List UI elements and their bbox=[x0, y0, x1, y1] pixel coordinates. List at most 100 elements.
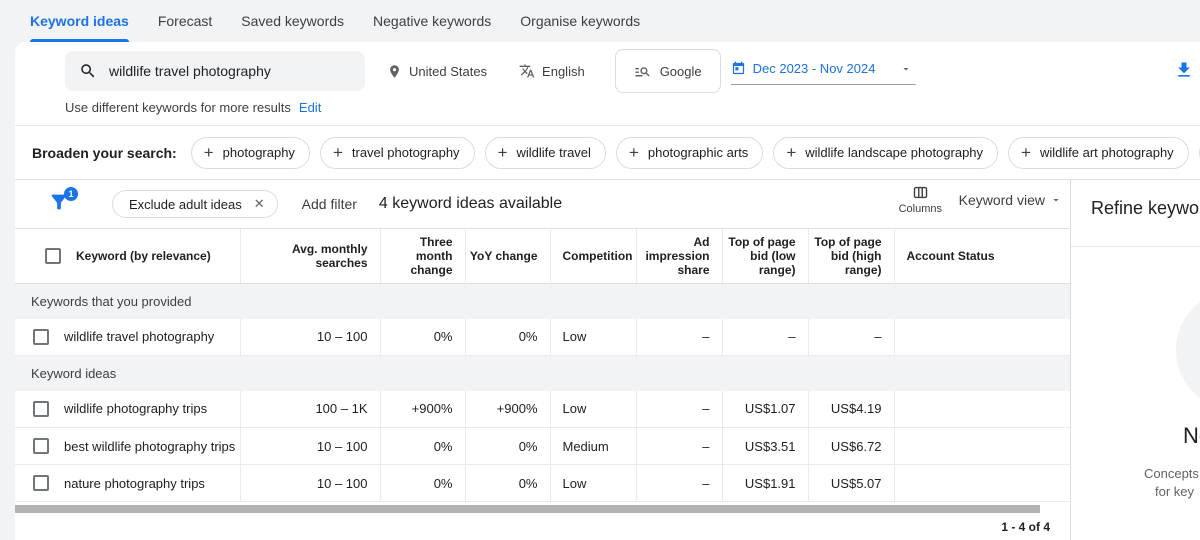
refine-panel-title: Refine keywo bbox=[1091, 198, 1200, 218]
table-row: best wildlife photography trips 10 – 100… bbox=[15, 427, 1070, 465]
avg-monthly-cell: 10 – 100 bbox=[239, 464, 380, 502]
broaden-chip-wildlife-travel[interactable]: + wildlife travel bbox=[484, 136, 606, 169]
header-avg-monthly-searches[interactable]: Avg. monthly searches bbox=[239, 228, 380, 284]
bid-high-cell: – bbox=[807, 318, 894, 356]
header-yoy-change[interactable]: YoY change bbox=[464, 228, 550, 284]
top-tab-bar: Keyword ideas Forecast Saved keywords Ne… bbox=[0, 0, 1200, 42]
chip-label: travel photography bbox=[351, 145, 460, 160]
tab-saved-keywords[interactable]: Saved keywords bbox=[241, 13, 345, 29]
bid-low-cell: US$1.07 bbox=[721, 390, 808, 428]
results-area: 1 Exclude adult ideas ✕ Add filter 4 key… bbox=[15, 180, 1070, 540]
header-keyword-label: Keyword (by relevance) bbox=[76, 249, 211, 263]
competition-cell: Low bbox=[549, 464, 636, 502]
header-top-of-page-bid-low[interactable]: Top of page bid (low range) bbox=[721, 228, 808, 284]
yoy-cell: +900% bbox=[464, 390, 550, 428]
keyword-search-input[interactable]: wildlife travel photography bbox=[65, 51, 365, 91]
language-selector[interactable]: English bbox=[519, 63, 585, 79]
search-icon bbox=[79, 62, 97, 80]
bid-low-cell: US$1.91 bbox=[721, 464, 808, 502]
location-pin-icon bbox=[387, 64, 402, 79]
keyword-results-table: Keyword (by relevance) Avg. monthly sear… bbox=[15, 228, 1070, 502]
download-button[interactable] bbox=[1174, 60, 1194, 80]
account-status-cell bbox=[893, 427, 1070, 465]
exclude-adult-ideas-chip[interactable]: Exclude adult ideas ✕ bbox=[112, 190, 278, 218]
search-toolbar: wildlife travel photography United State… bbox=[15, 42, 1200, 100]
avg-monthly-cell: 10 – 100 bbox=[239, 318, 380, 356]
table-row: wildlife photography trips 100 – 1K +900… bbox=[15, 390, 1070, 428]
close-icon[interactable]: ✕ bbox=[253, 196, 265, 211]
broaden-label: Broaden your search: bbox=[32, 144, 177, 161]
three-month-cell: 0% bbox=[379, 427, 465, 465]
columns-icon bbox=[912, 184, 929, 201]
broaden-chip-photographic-arts[interactable]: + photographic arts bbox=[615, 136, 764, 169]
broaden-chip-wildlife-art-photography[interactable]: + wildlife art photography bbox=[1008, 136, 1189, 169]
filter-funnel-button[interactable]: 1 bbox=[48, 187, 78, 217]
yoy-cell: 0% bbox=[464, 464, 550, 502]
account-status-cell bbox=[893, 390, 1070, 428]
keyword-view-label: Keyword view bbox=[958, 192, 1045, 208]
chip-label: wildlife landscape photography bbox=[805, 145, 984, 160]
filter-count-badge: 1 bbox=[64, 187, 78, 201]
language-label: English bbox=[542, 63, 585, 79]
add-filter-button[interactable]: Add filter bbox=[301, 196, 357, 212]
plus-icon: + bbox=[628, 142, 639, 162]
row-checkbox[interactable] bbox=[33, 475, 49, 491]
tab-keyword-ideas[interactable]: Keyword ideas bbox=[30, 0, 129, 42]
select-all-checkbox[interactable] bbox=[45, 248, 61, 264]
search-query-text: wildlife travel photography bbox=[109, 63, 271, 79]
network-label: Google bbox=[659, 63, 702, 79]
date-range-label: Dec 2023 - Nov 2024 bbox=[752, 61, 876, 76]
header-three-month-change[interactable]: Three month change bbox=[379, 228, 465, 284]
row-checkbox[interactable] bbox=[33, 438, 49, 454]
edit-keywords-link[interactable]: Edit bbox=[298, 100, 322, 115]
content-card: wildlife travel photography United State… bbox=[15, 42, 1200, 540]
section-header-label: Keywords that you provided bbox=[15, 283, 1070, 319]
tab-forecast[interactable]: Forecast bbox=[157, 13, 213, 29]
columns-button[interactable]: Columns bbox=[899, 184, 942, 215]
three-month-cell: 0% bbox=[379, 464, 465, 502]
broaden-chip-photography[interactable]: + photography bbox=[190, 136, 310, 169]
header-top-of-page-bid-high[interactable]: Top of page bid (high range) bbox=[807, 228, 894, 284]
columns-label: Columns bbox=[898, 203, 942, 215]
row-checkbox[interactable] bbox=[33, 400, 49, 417]
ad-share-cell: – bbox=[635, 318, 722, 356]
empty-state-illustration bbox=[1176, 290, 1200, 410]
three-month-cell: +900% bbox=[379, 390, 465, 428]
table-row: wildlife travel photography 10 – 100 0% … bbox=[15, 318, 1070, 356]
tab-negative-keywords[interactable]: Negative keywords bbox=[373, 13, 492, 29]
translate-icon bbox=[519, 63, 535, 79]
broaden-chip-travel-photography[interactable]: + travel photography bbox=[319, 136, 475, 169]
network-selector[interactable]: Google bbox=[614, 49, 721, 93]
chip-label: wildlife travel bbox=[516, 145, 591, 160]
ideas-available-count: 4 keyword ideas available bbox=[378, 195, 563, 212]
keyword-view-dropdown[interactable]: Keyword view bbox=[959, 192, 1062, 208]
keyword-cell: best wildlife photography trips bbox=[64, 438, 236, 454]
broaden-search-row: Broaden your search: + photography + tra… bbox=[15, 126, 1200, 180]
plus-icon: + bbox=[1021, 142, 1031, 162]
plus-icon: + bbox=[497, 142, 508, 162]
header-keyword: Keyword (by relevance) bbox=[15, 228, 240, 284]
section-header-label: Keyword ideas bbox=[15, 355, 1070, 391]
date-range-selector[interactable]: Dec 2023 - Nov 2024 bbox=[730, 57, 917, 85]
location-selector[interactable]: United States bbox=[387, 64, 487, 79]
row-checkbox[interactable] bbox=[33, 328, 49, 345]
yoy-cell: 0% bbox=[464, 427, 550, 465]
header-account-status[interactable]: Account Status bbox=[893, 228, 1070, 284]
table-header-row: Keyword (by relevance) Avg. monthly sear… bbox=[15, 228, 1070, 284]
plus-icon: + bbox=[786, 142, 797, 162]
empty-state-heading: No bbox=[1183, 423, 1200, 448]
plus-icon: + bbox=[332, 142, 343, 162]
hint-text: Use different keywords for more results bbox=[65, 100, 291, 115]
chip-label: photographic arts bbox=[647, 145, 749, 160]
avg-monthly-cell: 10 – 100 bbox=[239, 427, 380, 465]
tab-organise-keywords[interactable]: Organise keywords bbox=[520, 13, 641, 29]
header-competition[interactable]: Competition bbox=[549, 228, 636, 284]
ad-share-cell: – bbox=[635, 464, 722, 502]
plus-icon: + bbox=[203, 142, 214, 162]
header-ad-impression-share[interactable]: Ad impression share bbox=[635, 228, 722, 284]
chevron-down-icon bbox=[1050, 194, 1062, 206]
pagination-label: 1 - 4 of 4 bbox=[1001, 520, 1050, 534]
divider bbox=[1071, 246, 1200, 247]
broaden-chip-wildlife-landscape-photography[interactable]: + wildlife landscape photography bbox=[773, 136, 999, 169]
horizontal-scrollbar[interactable] bbox=[15, 505, 1040, 513]
